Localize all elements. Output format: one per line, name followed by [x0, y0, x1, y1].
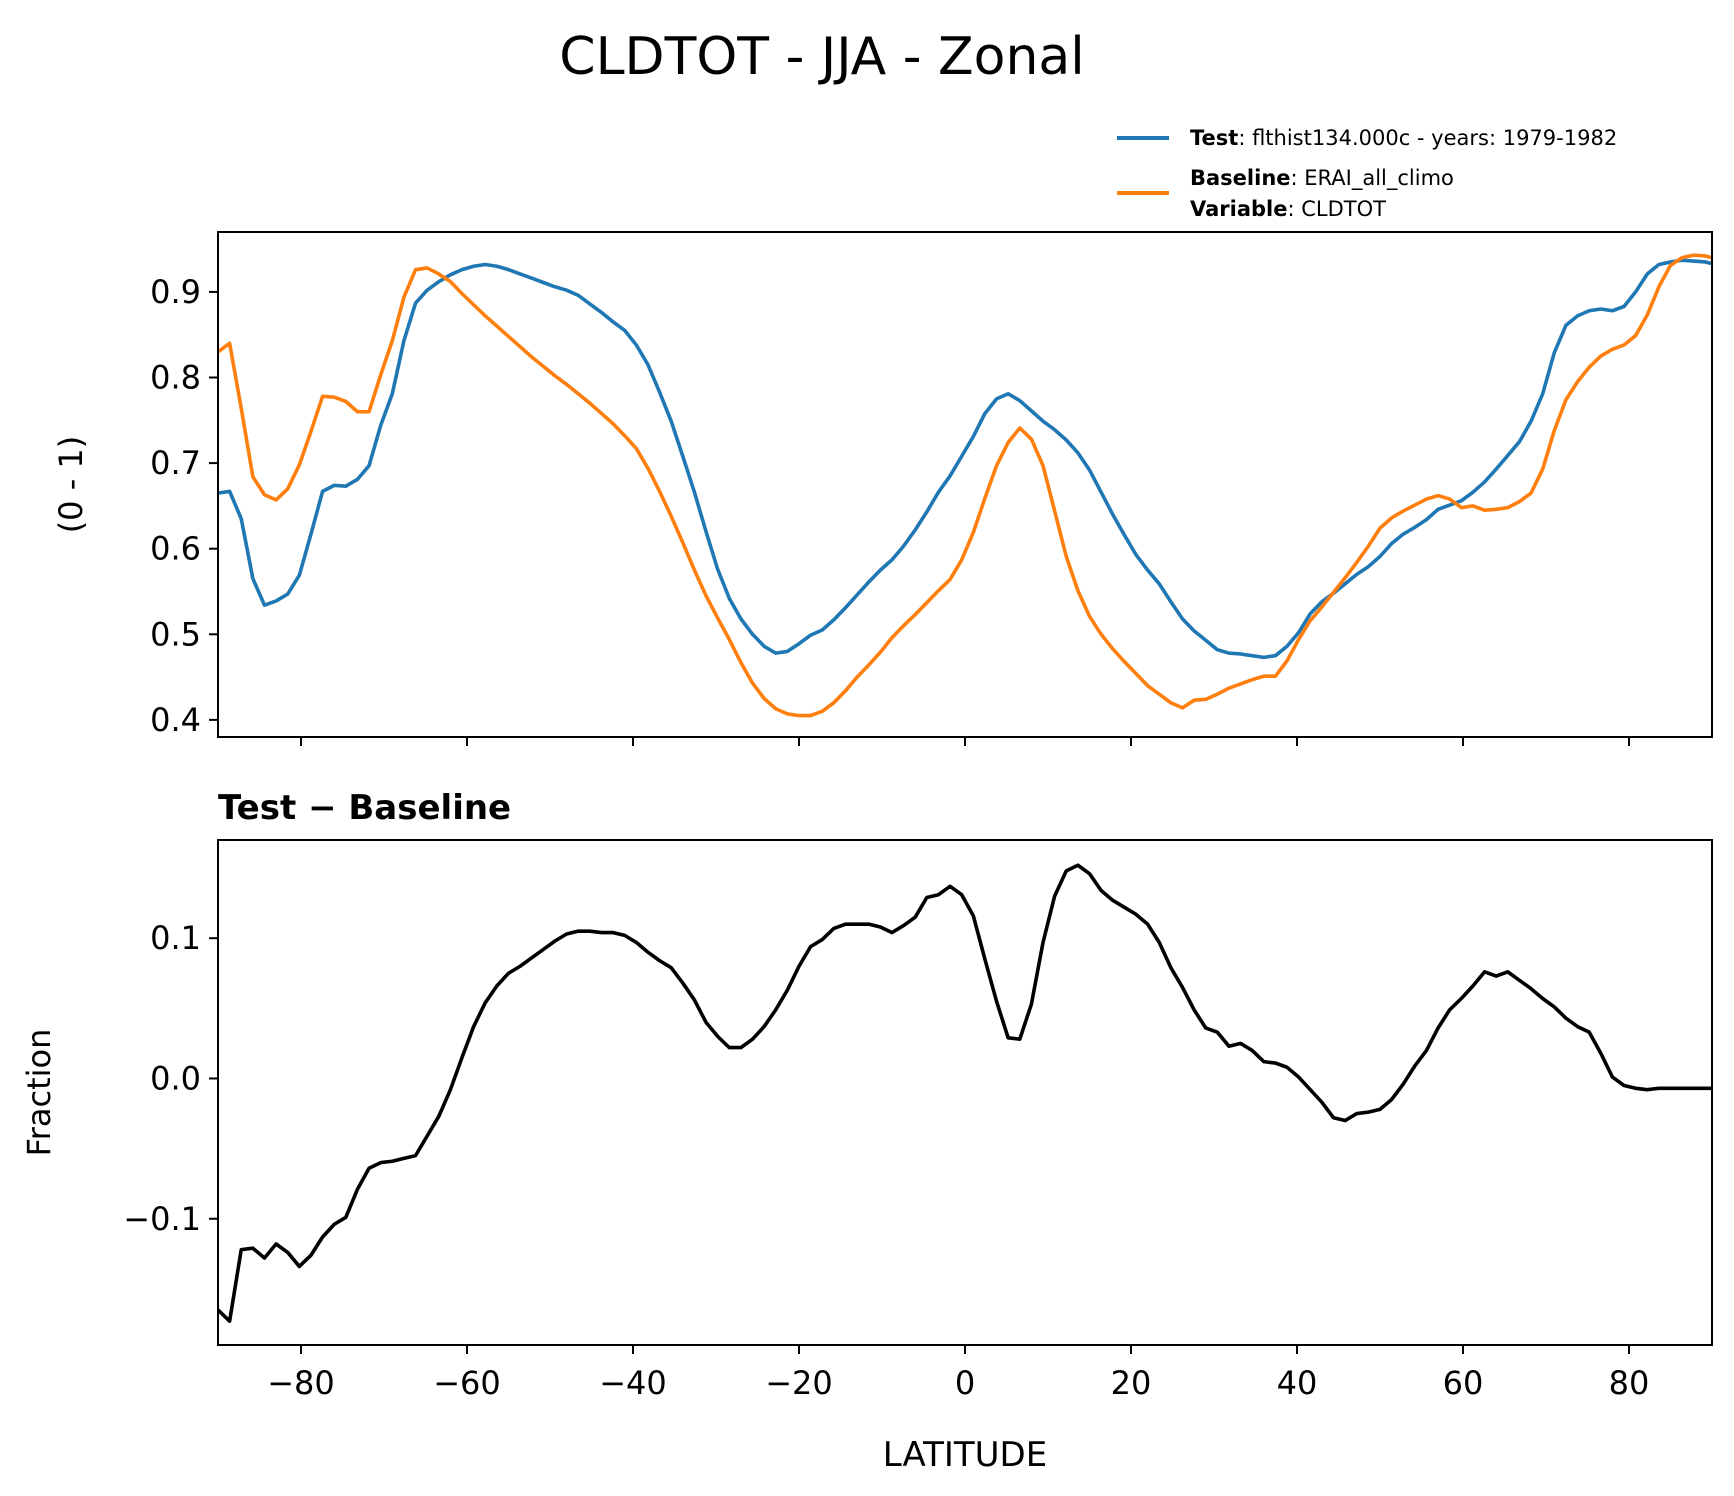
axes-frame: [217, 839, 1713, 1346]
x-axis-label: LATITUDE: [883, 1435, 1047, 1475]
series-line-difference: [218, 863, 1712, 1323]
x-tick-label: 60: [1443, 1364, 1484, 1402]
y-axis-label: Fraction: [20, 1029, 58, 1157]
y-axis-label: (0 - 1): [52, 436, 90, 534]
y-tick-label: 0.1: [150, 919, 201, 957]
y-tick-label: 0.9: [150, 273, 201, 311]
y-tick-label: 0.0: [150, 1059, 201, 1097]
legend: Test: flthist134.000c - years: 1979-1982…: [1117, 126, 1617, 221]
x-tick-label: 0: [955, 1364, 975, 1402]
y-tick-label: 0.4: [150, 701, 201, 739]
legend-entry-text: Variable: CLDTOT: [1190, 197, 1386, 221]
y-tick-label: 0.6: [150, 530, 201, 568]
y-tick-label: 0.5: [150, 615, 201, 653]
y-tick-label: 0.7: [150, 444, 201, 482]
x-tick-label: 20: [1111, 1364, 1152, 1402]
axes-frame: [217, 231, 1713, 738]
legend-entry-text: Test: flthist134.000c - years: 1979-1982: [1190, 126, 1617, 150]
x-tick-label: −40: [599, 1364, 667, 1402]
series-line-test: [218, 258, 1712, 660]
x-tick-label: 40: [1277, 1364, 1318, 1402]
top-panel: 0.4 0.5 0.6 0.7 0.8 0.9 (0 - 1): [52, 231, 1713, 746]
series-line-baseline: [218, 253, 1712, 718]
bottom-panel: −0.1 0.0 0.1 −80 −60 −40 −20 0 20 40 60 80 Fraction T…: [20, 788, 1713, 1402]
y-tick-label: 0.8: [150, 359, 201, 397]
panel-title: Test − Baseline: [218, 788, 511, 828]
x-tick-label: −80: [267, 1364, 335, 1402]
x-tick-label: −60: [433, 1364, 501, 1402]
x-tick-label: −20: [765, 1364, 833, 1402]
legend-entry-text: Baseline: ERAI_all_climo: [1190, 166, 1454, 191]
x-tick-label: 80: [1609, 1364, 1650, 1402]
figure-title: CLDTOT - JJA - Zonal: [559, 27, 1084, 87]
y-tick-label: −0.1: [123, 1200, 201, 1238]
